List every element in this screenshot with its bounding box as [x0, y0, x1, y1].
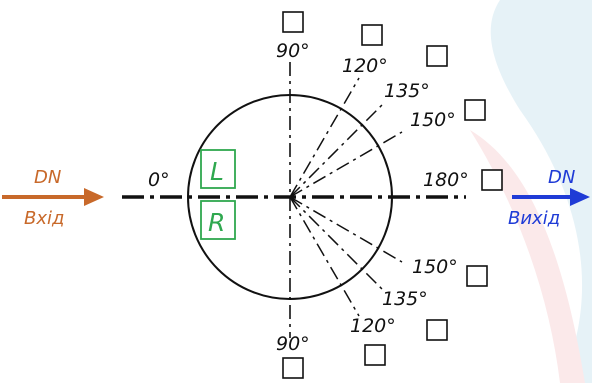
angle-label-180: 180°	[423, 169, 469, 191]
outlet-dn-label: DN	[548, 167, 575, 188]
right-side-label: R	[208, 208, 225, 237]
left-side-box	[200, 149, 236, 189]
angle-label-90-top: 90°	[276, 40, 310, 62]
checkbox-90-top[interactable]	[282, 11, 304, 33]
checkbox-120-top[interactable]	[361, 24, 383, 46]
angle-label-150-top: 150°	[410, 109, 456, 131]
checkbox-180[interactable]	[481, 169, 503, 191]
checkbox-135-bottom[interactable]	[426, 319, 448, 341]
ray-150-bottom	[289, 196, 403, 263]
inlet-dn-label: DN	[34, 167, 61, 188]
angle-label-0: 0°	[148, 169, 170, 191]
angle-label-120-bottom: 120°	[350, 315, 396, 337]
ray-120-bottom	[289, 196, 360, 317]
background-decoration	[470, 0, 592, 383]
outlet-label: Вихід	[508, 208, 560, 229]
inlet-arrow	[2, 188, 104, 206]
ray-135-bottom	[289, 196, 386, 293]
angle-checkboxes	[282, 11, 503, 379]
angle-rays	[289, 77, 403, 317]
ray-135-top	[289, 101, 386, 198]
outlet-arrow	[512, 188, 590, 206]
checkbox-150-bottom[interactable]	[466, 265, 488, 287]
angle-label-90-bottom: 90°	[276, 333, 310, 355]
ray-150-top	[289, 131, 403, 198]
angle-label-135-bottom: 135°	[382, 288, 428, 310]
checkbox-135-top[interactable]	[426, 45, 448, 67]
angle-label-120-top: 120°	[342, 55, 388, 77]
ray-120-top	[289, 77, 360, 198]
right-side-box	[200, 200, 236, 240]
angle-label-150-bottom: 150°	[412, 256, 458, 278]
angle-label-135-top: 135°	[384, 80, 430, 102]
checkbox-90-bottom[interactable]	[282, 357, 304, 379]
checkbox-150-top[interactable]	[464, 99, 486, 121]
checkbox-120-bottom[interactable]	[364, 344, 386, 366]
left-side-label: L	[210, 157, 224, 186]
inlet-label: Вхід	[24, 208, 64, 229]
